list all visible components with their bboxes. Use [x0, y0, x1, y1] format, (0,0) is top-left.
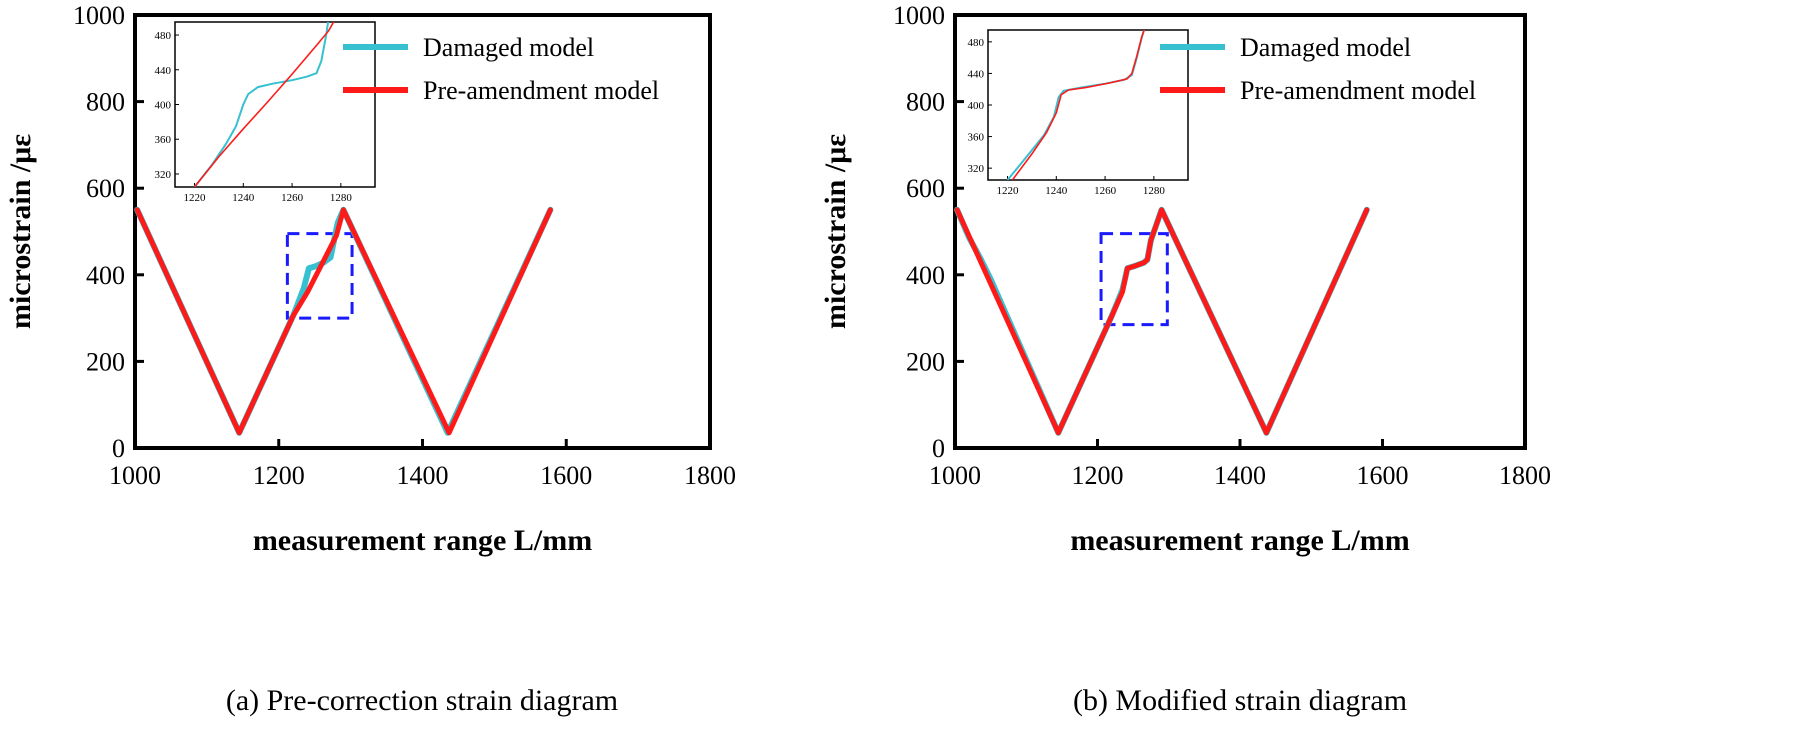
inset-y-tick-label: 400 — [155, 100, 172, 112]
legend-label-pre-amendment: Pre-amendment model — [1240, 76, 1476, 105]
inset-y-tick-label: 480 — [968, 37, 985, 49]
x-axis-title: measurement range L/mm — [1070, 524, 1409, 557]
inset-x-tick-label: 1280 — [1143, 185, 1166, 197]
inset-y-tick-label: 480 — [155, 30, 172, 42]
inset-series-pre-amendment-model — [193, 22, 335, 187]
y-tick-label: 600 — [86, 174, 125, 203]
x-tick-label: 1800 — [1499, 461, 1551, 490]
inset-y-tick-label: 320 — [968, 163, 985, 175]
y-tick-label: 200 — [86, 347, 125, 376]
y-axis-title: microstrain /με — [819, 134, 852, 329]
y-tick-label: 0 — [112, 434, 125, 463]
y-tick-label: 0 — [932, 434, 945, 463]
panel-caption: (b) Modified strain diagram — [1073, 684, 1407, 717]
y-tick-label: 400 — [906, 261, 945, 290]
y-tick-label: 1000 — [893, 1, 945, 30]
inset-frame — [174, 21, 376, 188]
legend-label-damaged: Damaged model — [1240, 33, 1411, 62]
panel-caption: (a) Pre-correction strain diagram — [226, 684, 618, 717]
inset-y-tick-label: 440 — [155, 65, 172, 77]
inset-y-tick-label: 320 — [155, 169, 172, 181]
inset-x-tick-label: 1220 — [184, 192, 207, 204]
inset-frame — [987, 29, 1189, 181]
x-tick-label: 1400 — [1214, 461, 1266, 490]
inset-y-tick-label: 440 — [968, 68, 985, 80]
x-tick-label: 1600 — [1357, 461, 1409, 490]
x-tick-label: 1400 — [397, 461, 449, 490]
y-tick-label: 200 — [906, 347, 945, 376]
inset-series-damaged-model — [193, 22, 330, 187]
x-tick-label: 1000 — [109, 461, 161, 490]
zoom-box — [1099, 232, 1169, 327]
inset-y-tick-label: 360 — [968, 132, 985, 144]
inset-y-tick-label: 360 — [155, 134, 172, 146]
y-tick-label: 400 — [86, 261, 125, 290]
x-tick-label: 1000 — [929, 461, 981, 490]
inset-x-tick-label: 1240 — [1045, 185, 1068, 197]
y-tick-label: 1000 — [73, 1, 125, 30]
panel-b: 1000 1200 1400 1600 1800 0 200 400 600 800 1000 mea… — [819, 1, 1551, 717]
legend-label-damaged: Damaged model — [423, 33, 594, 62]
legend-label-pre-amendment: Pre-amendment model — [423, 76, 659, 105]
inset-x-tick-label: 1280 — [330, 192, 353, 204]
y-axis-title: microstrain /με — [4, 134, 37, 329]
series-damaged-model — [134, 206, 554, 436]
inset-x-tick-label: 1220 — [997, 185, 1020, 197]
series-damaged-model — [954, 206, 1370, 436]
inset-series-pre-amendment-model — [1011, 30, 1145, 180]
series-pre-amendment-model — [954, 207, 1370, 436]
x-tick-label: 1800 — [684, 461, 736, 490]
inset-x-tick-label: 1260 — [281, 192, 304, 204]
x-axis-title: measurement range L/mm — [253, 524, 592, 557]
y-tick-label: 800 — [86, 88, 125, 117]
inset-x-tick-label: 1260 — [1094, 185, 1117, 197]
zoom-box — [285, 232, 354, 320]
inset-x-tick-label: 1240 — [232, 192, 255, 204]
y-tick-label: 800 — [906, 88, 945, 117]
x-tick-label: 1200 — [253, 461, 305, 490]
x-tick-label: 1200 — [1072, 461, 1124, 490]
inset-y-tick-label: 400 — [968, 100, 985, 112]
panel-a: 1000 1200 1400 1600 1800 0 200 400 600 800 1000 mea… — [4, 1, 736, 717]
series-pre-amendment-model — [134, 207, 553, 436]
x-tick-label: 1600 — [540, 461, 592, 490]
y-tick-label: 600 — [906, 174, 945, 203]
